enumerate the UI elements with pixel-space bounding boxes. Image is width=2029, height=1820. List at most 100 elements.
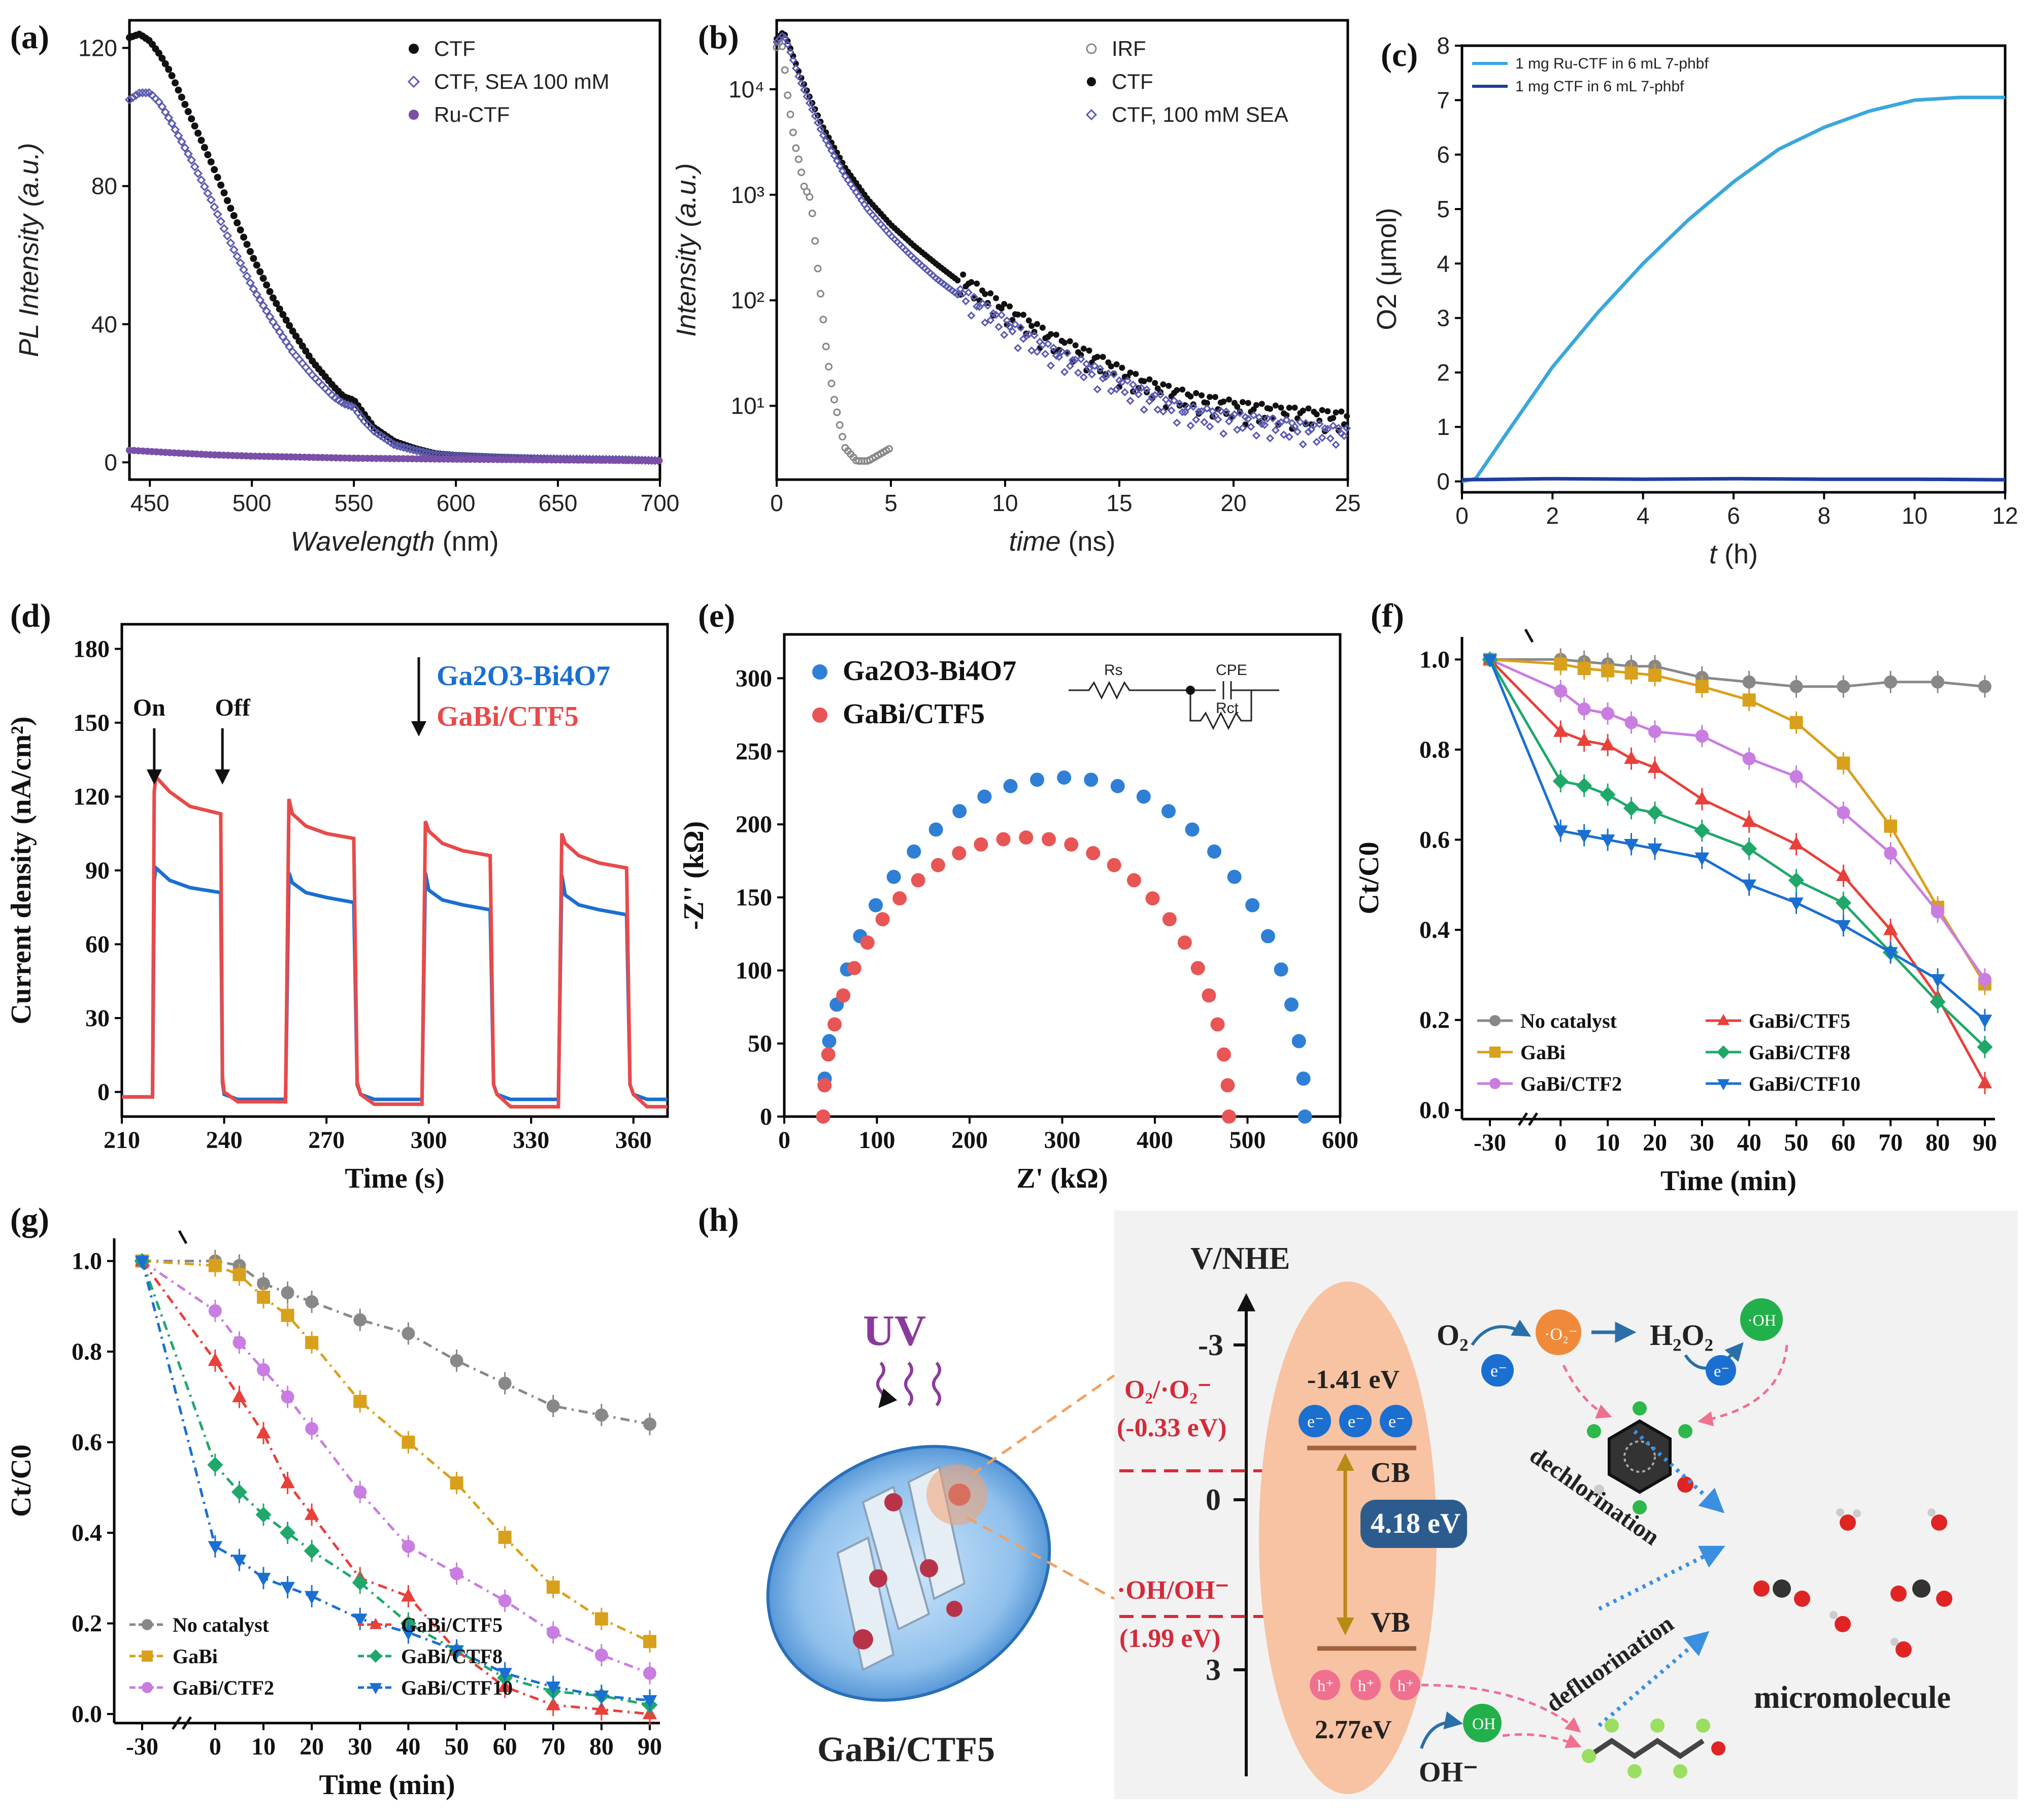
- legend-label: 1 mg CTF in 6 mL 7-phbf: [1515, 78, 1684, 95]
- data-point: [1044, 340, 1052, 348]
- x-axis-label: Time (min): [319, 1769, 455, 1801]
- data-point: [594, 1691, 609, 1704]
- y-tick-label: 50: [748, 1030, 772, 1057]
- data-point: [1247, 422, 1255, 431]
- data-point: [1093, 385, 1102, 394]
- data-point: [977, 789, 992, 804]
- data-point: [276, 305, 283, 313]
- legend-label: No catalyst: [173, 1613, 270, 1636]
- data-point: [249, 284, 258, 294]
- x-tick-label: 30: [348, 1733, 372, 1760]
- axis-tick-3: 3: [1206, 1653, 1221, 1687]
- data-point: [1284, 997, 1299, 1012]
- data-point: [1978, 680, 1991, 693]
- data-point: [174, 131, 183, 141]
- data-point: [258, 300, 268, 311]
- data-point: [1236, 409, 1244, 417]
- x-tick-label: 10: [1595, 1129, 1620, 1156]
- data-point: [1304, 427, 1313, 436]
- circuit-node: [1186, 686, 1195, 695]
- y-tick-label: 1.0: [1419, 646, 1450, 673]
- y-tick-label: 0.2: [1419, 1007, 1450, 1034]
- data-point: [1072, 342, 1079, 349]
- data-point: [450, 1354, 463, 1367]
- data-point: [193, 168, 203, 178]
- data-point: [1624, 716, 1638, 729]
- data-point: [952, 804, 967, 819]
- data-point: [168, 72, 176, 80]
- x-tick-label: 20: [1643, 1129, 1667, 1156]
- data-point: [875, 912, 890, 927]
- series-2: [136, 1254, 656, 1684]
- data-point: [1274, 419, 1283, 428]
- data-point: [1227, 869, 1242, 884]
- panel-label-c: (c): [1381, 37, 1418, 74]
- y-tick-label: 10¹: [731, 393, 764, 419]
- data-point: [1742, 752, 1756, 765]
- data-point: [1695, 680, 1709, 693]
- x-tick-label: -30: [1474, 1129, 1506, 1156]
- superoxide-badge: [1536, 1309, 1581, 1355]
- data-point: [789, 128, 797, 137]
- data-point: [971, 295, 977, 301]
- data-point: [1289, 425, 1295, 432]
- x-tick-label: 0: [778, 1127, 790, 1154]
- data-point: [1291, 1034, 1306, 1049]
- data-point: [353, 1313, 367, 1327]
- data-point: [800, 86, 809, 94]
- data-point: [1220, 1078, 1235, 1093]
- data-point: [961, 297, 970, 306]
- data-point: [1126, 396, 1135, 405]
- data-point: [1836, 867, 1851, 881]
- data-point: [789, 56, 797, 64]
- data-point: [263, 281, 271, 289]
- micromolecule-label: micromolecule: [1754, 1680, 1951, 1715]
- data-point: [1133, 370, 1139, 377]
- x-tick-label: 15: [1106, 490, 1132, 516]
- y-axis-label: Intensity (a.u.): [671, 163, 702, 336]
- data-point: [791, 64, 800, 73]
- data-point: [1192, 415, 1201, 424]
- data-point: [1057, 347, 1066, 356]
- legend-label: GaBi: [173, 1645, 218, 1668]
- data-point: [1185, 822, 1200, 837]
- series-line: [1489, 658, 1986, 985]
- series-2: [1483, 653, 1991, 991]
- data-point: [1161, 804, 1176, 819]
- legend-marker: [142, 1682, 153, 1693]
- data-point: [968, 279, 975, 285]
- data-point: [1099, 374, 1107, 383]
- data-point: [1552, 773, 1569, 789]
- y-tick-label: 0.6: [72, 1429, 102, 1456]
- data-point: [1884, 675, 1898, 689]
- mechanism-diagram: UV GaBi/CTF5 V/NHE -3 0 3 O₂/·: [766, 1210, 2018, 1799]
- data-point: [822, 1034, 837, 1049]
- data-point: [220, 189, 228, 196]
- data-point: [245, 278, 255, 288]
- data-point: [213, 210, 222, 219]
- data-point: [817, 1078, 832, 1093]
- data-point: [978, 299, 987, 308]
- data-point: [281, 1286, 294, 1300]
- data-point: [643, 1666, 656, 1680]
- data-point: [242, 272, 252, 281]
- data-point: [982, 291, 988, 297]
- data-point: [1298, 1109, 1312, 1124]
- data-point: [164, 113, 174, 123]
- hole-2: h⁺: [1358, 1676, 1375, 1695]
- data-point: [498, 1376, 512, 1390]
- data-point: [860, 935, 875, 950]
- data-point: [1119, 364, 1125, 371]
- legend-marker: [142, 1619, 153, 1630]
- data-point: [1110, 370, 1118, 379]
- axis-break-mark: [171, 1716, 182, 1730]
- bandgap-badge: [1360, 1500, 1467, 1548]
- hole-3: h⁺: [1398, 1676, 1414, 1695]
- data-point: [1977, 1015, 1992, 1028]
- data-point: [1148, 392, 1156, 401]
- data-point: [1553, 723, 1568, 737]
- data-point: [180, 143, 190, 153]
- data-point: [196, 175, 206, 185]
- x-tick-label: 4: [1637, 502, 1650, 529]
- legend-marker: [369, 1683, 382, 1695]
